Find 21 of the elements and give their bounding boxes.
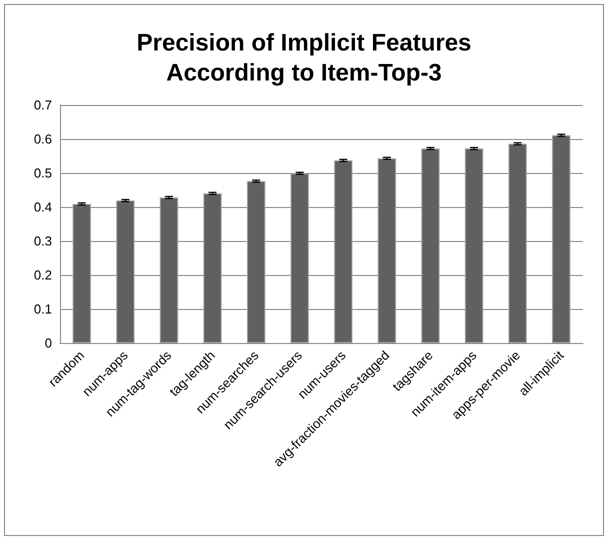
bar <box>334 160 352 343</box>
bar <box>203 193 222 343</box>
bar <box>508 144 527 343</box>
y-tick-label: 0.2 <box>34 268 52 282</box>
y-tick-label: 0.3 <box>34 234 52 248</box>
y-tick-label: 0.4 <box>34 200 52 214</box>
y-tick-label: 0.6 <box>34 132 52 146</box>
y-tick-label: 0 <box>44 336 52 350</box>
bar <box>378 158 396 343</box>
y-tick-label: 0.7 <box>34 98 52 112</box>
bar <box>290 173 309 343</box>
y-tick-label: 0.5 <box>34 166 52 180</box>
y-tick-label: 0.1 <box>34 302 52 316</box>
bar <box>464 148 484 343</box>
bar <box>72 204 91 343</box>
chart-title: Precision of Implicit Features According to Item-Top-3 <box>136 30 472 86</box>
bar <box>246 181 266 343</box>
bar <box>552 135 570 343</box>
bar <box>116 200 135 343</box>
bar <box>160 197 178 343</box>
bar <box>421 148 440 343</box>
